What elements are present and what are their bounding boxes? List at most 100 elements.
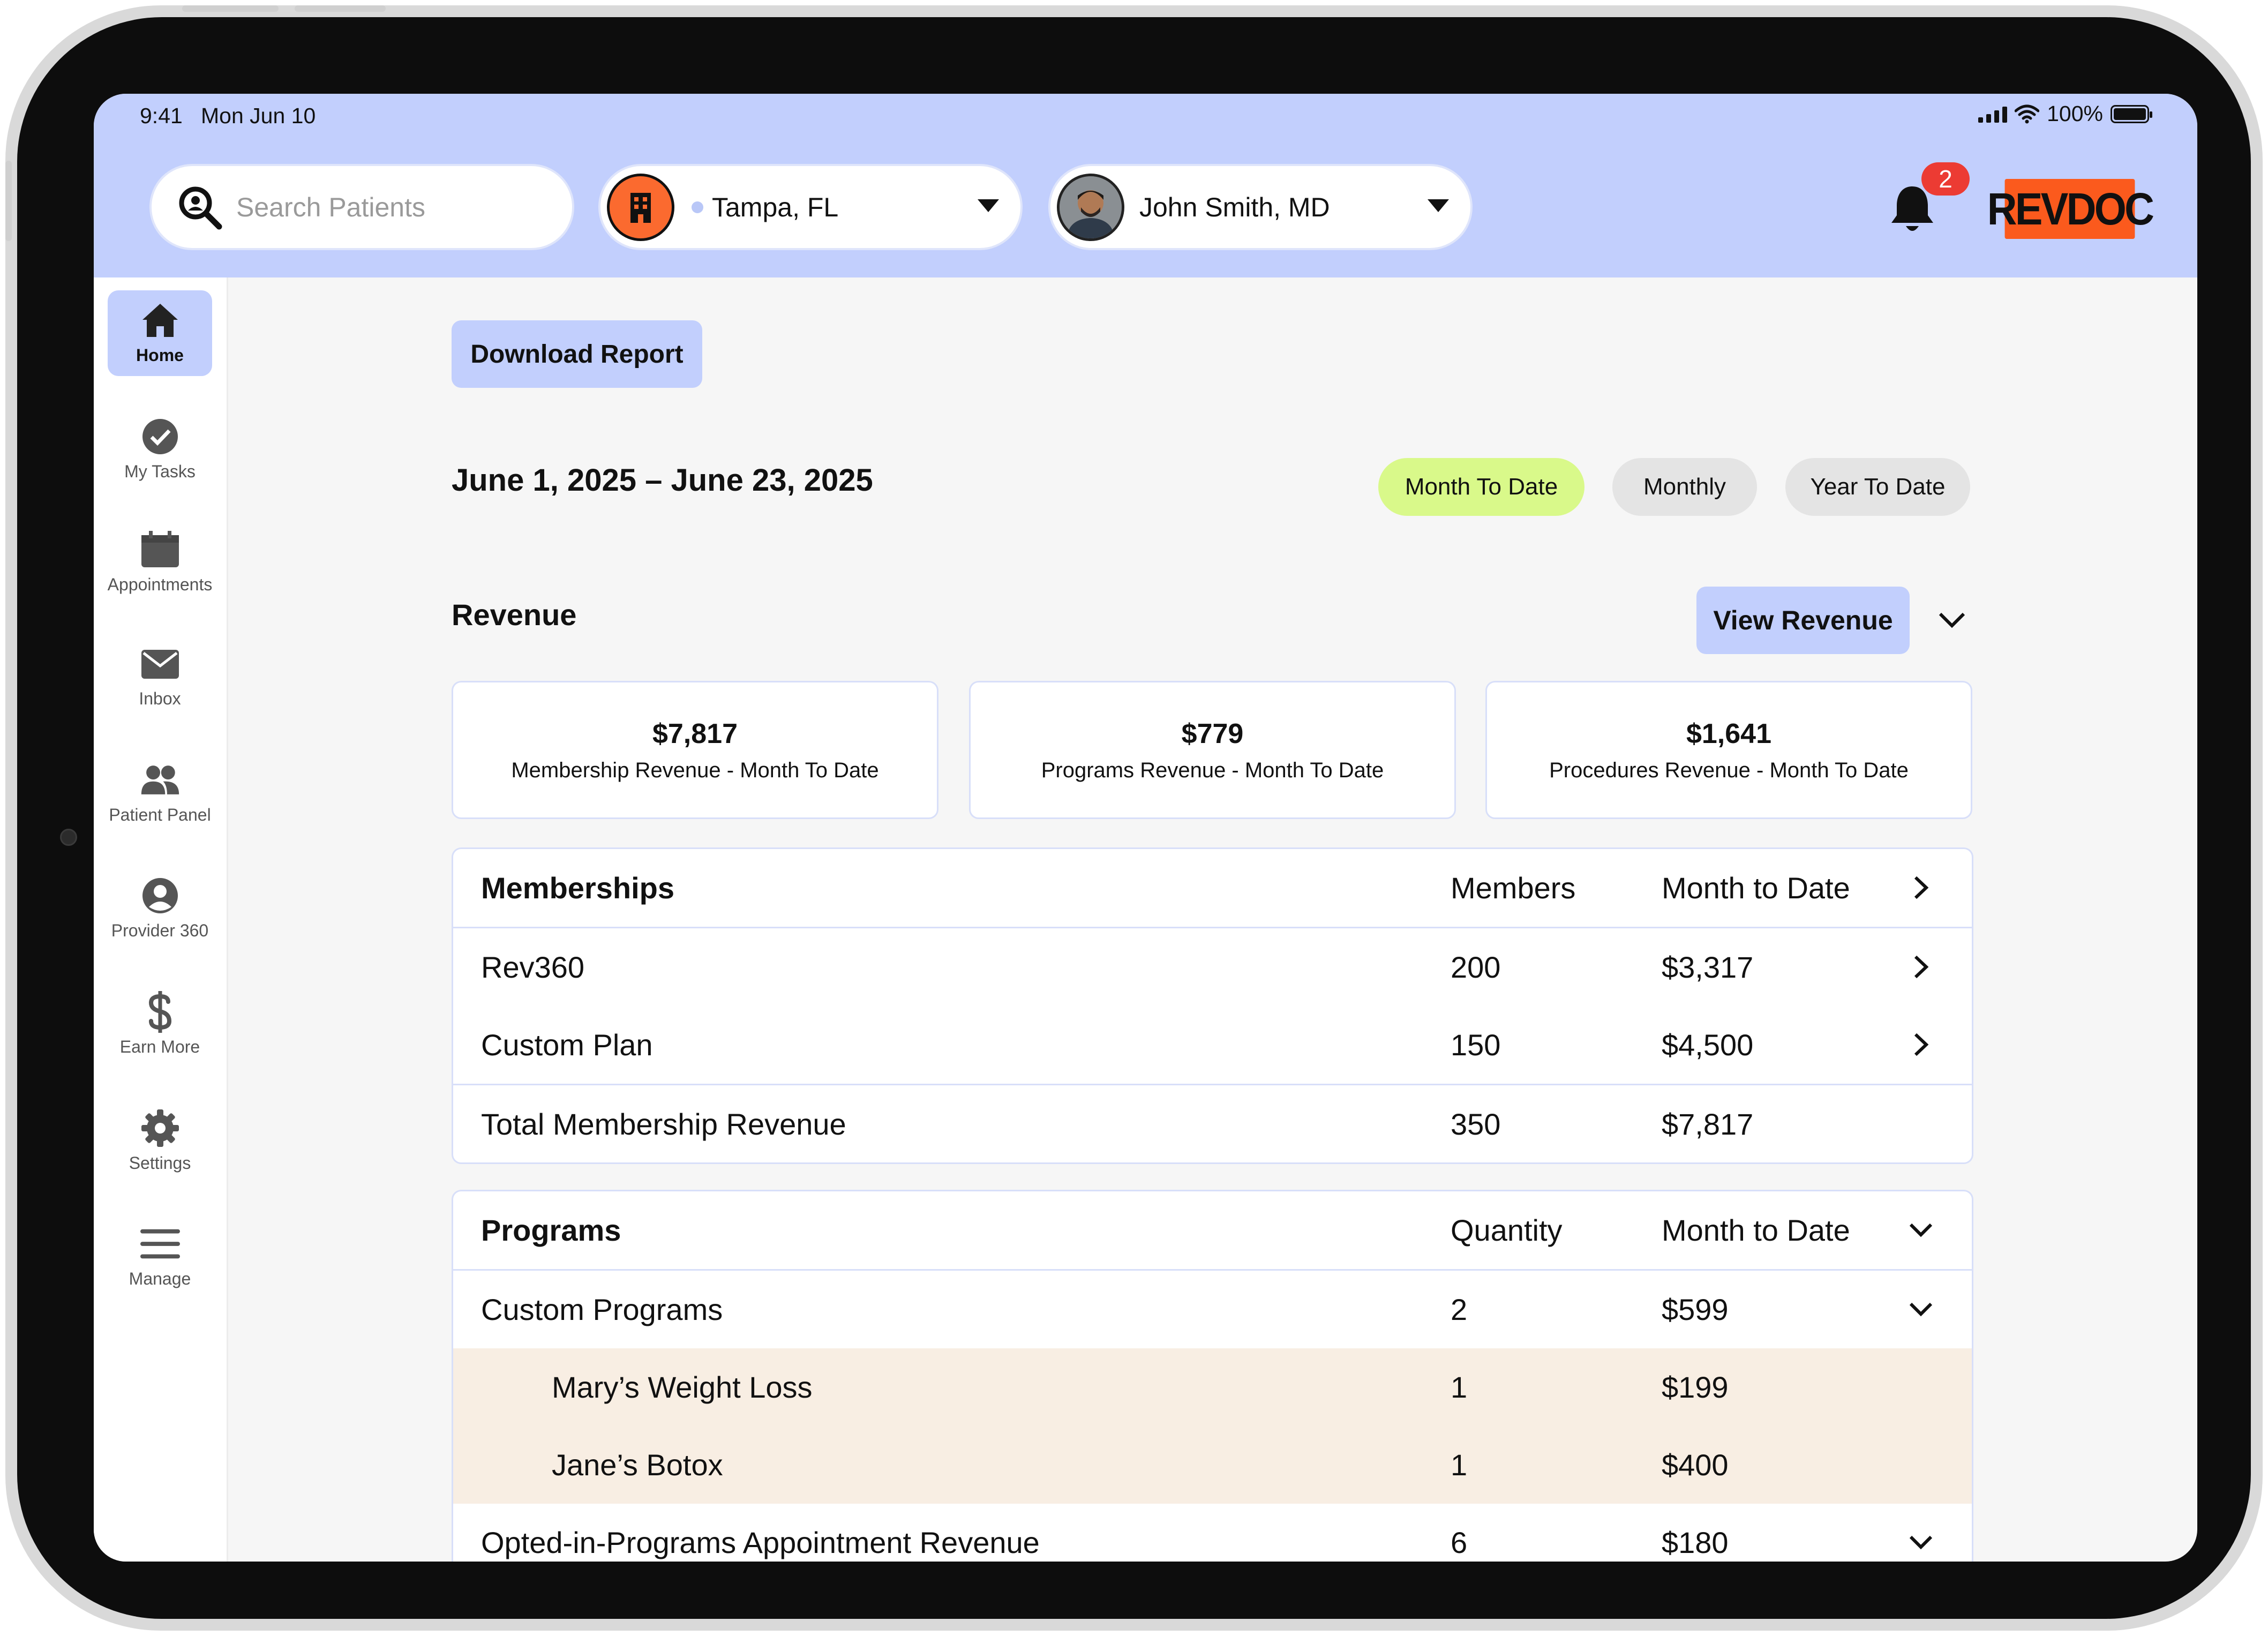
wifi-icon: [2015, 104, 2040, 123]
sidebar: Home My Tasks Appointments Inbox: [94, 277, 228, 1562]
row-amount: $400: [1662, 1448, 1729, 1482]
table-row[interactable]: Custom Programs 2 $599: [453, 1269, 1972, 1348]
chevron-down-icon: [1428, 199, 1449, 212]
hardware-button: [295, 5, 386, 12]
row-name: Opted-in-Programs Appointment Revenue: [481, 1526, 1040, 1559]
column-header: Members: [1451, 871, 1576, 905]
card-label: Membership Revenue - Month To Date: [511, 758, 879, 782]
menu-icon: [140, 1225, 180, 1263]
provider-name: John Smith, MD: [1139, 192, 1330, 222]
column-header: Month to Date: [1662, 1213, 1850, 1247]
sidebar-item-label: Provider 360: [111, 920, 209, 940]
download-report-button[interactable]: Download Report: [452, 320, 702, 388]
column-header: Memberships: [481, 871, 674, 905]
total-row: Total Membership Revenue 350 $7,817: [453, 1084, 1972, 1162]
chevron-right-icon[interactable]: [1905, 1029, 1937, 1061]
main-content: Download Report June 1, 2025 – June 23, …: [227, 277, 2197, 1562]
provider-selector[interactable]: John Smith, MD: [1050, 166, 1470, 248]
row-count: 150: [1451, 1028, 1501, 1062]
section-title: Revenue: [452, 598, 577, 632]
date-range: June 1, 2025 – June 23, 2025: [452, 463, 873, 498]
row-name: Custom Programs: [481, 1293, 723, 1326]
sidebar-item-provider-360[interactable]: Provider 360: [108, 866, 212, 951]
procedures-revenue-card: $1,641 Procedures Revenue - Month To Dat…: [1485, 681, 1972, 819]
filter-year-to-date[interactable]: Year To Date: [1785, 458, 1970, 516]
status-time: 9:41: [140, 103, 183, 128]
home-icon: [140, 302, 180, 339]
status-indicators: 100%: [1978, 101, 2152, 126]
mail-icon: [140, 645, 180, 682]
table-subrow: Jane’s Botox 1 $400: [453, 1426, 1972, 1504]
sidebar-item-earn-more[interactable]: Earn More: [108, 982, 212, 1068]
card-value: $1,641: [1686, 718, 1772, 749]
row-count: 1: [1451, 1448, 1468, 1482]
users-icon: [140, 761, 180, 799]
sidebar-item-manage[interactable]: Manage: [108, 1214, 212, 1300]
row-count: 350: [1451, 1107, 1501, 1141]
row-amount: $199: [1662, 1370, 1729, 1404]
table-header: Programs Quantity Month to Date: [453, 1191, 1972, 1269]
bell-icon: [1891, 186, 1933, 231]
chevron-down-icon[interactable]: [1937, 610, 1967, 631]
programs-revenue-card: $779 Programs Revenue - Month To Date: [969, 681, 1456, 819]
sidebar-item-label: Settings: [129, 1153, 191, 1173]
view-revenue-button[interactable]: View Revenue: [1696, 587, 1910, 654]
card-label: Procedures Revenue - Month To Date: [1549, 758, 1909, 782]
chevron-down-icon[interactable]: [1905, 1214, 1937, 1246]
check-circle-icon: [140, 418, 180, 455]
sidebar-item-my-tasks[interactable]: My Tasks: [108, 407, 212, 492]
sidebar-item-label: Earn More: [119, 1037, 200, 1056]
chevron-right-icon[interactable]: [1905, 951, 1937, 983]
column-header: Month to Date: [1662, 871, 1850, 905]
row-count: 2: [1451, 1293, 1468, 1326]
sidebar-item-label: Manage: [129, 1269, 191, 1288]
location-dot: [692, 201, 703, 213]
building-icon: [607, 173, 674, 241]
column-header: Programs: [481, 1213, 621, 1247]
notification-bell[interactable]: [1888, 182, 1936, 236]
column-header: Quantity: [1451, 1213, 1563, 1247]
row-name: Total Membership Revenue: [481, 1107, 846, 1141]
chevron-down-icon[interactable]: [1905, 1526, 1937, 1558]
battery-icon: [2111, 104, 2152, 123]
sidebar-item-appointments[interactable]: Appointments: [108, 520, 212, 605]
sidebar-item-patient-panel[interactable]: Patient Panel: [108, 750, 212, 836]
camera: [60, 829, 77, 846]
table-row[interactable]: Rev360 200 $3,317: [453, 927, 1972, 1006]
sidebar-item-settings[interactable]: Settings: [108, 1098, 212, 1184]
table-header: Memberships Members Month to Date: [453, 849, 1972, 927]
screen: 9:41 Mon Jun 10 100%: [94, 94, 2197, 1562]
sidebar-item-label: Patient Panel: [109, 805, 211, 824]
sidebar-item-inbox[interactable]: Inbox: [108, 634, 212, 719]
programs-table: Programs Quantity Month to Date Custom P…: [452, 1190, 1973, 1562]
sidebar-item-label: Home: [136, 345, 184, 365]
search-bar[interactable]: [152, 166, 572, 248]
sidebar-item-label: My Tasks: [124, 461, 196, 481]
table-row[interactable]: Custom Plan 150 $4,500: [453, 1006, 1972, 1084]
status-bar: 9:41 Mon Jun 10 100%: [94, 94, 2197, 137]
tablet-frame: 9:41 Mon Jun 10 100%: [5, 5, 2263, 1631]
gear-icon: [140, 1109, 180, 1147]
location-selector[interactable]: Tampa, FL: [600, 166, 1020, 248]
row-count: 6: [1451, 1526, 1468, 1559]
dollar-icon: [140, 990, 180, 1033]
table-row[interactable]: Opted-in-Programs Appointment Revenue 6 …: [453, 1504, 1972, 1562]
row-amount: $180: [1662, 1526, 1729, 1559]
battery-percent: 100%: [2047, 101, 2103, 126]
search-input[interactable]: [235, 191, 537, 223]
chevron-right-icon[interactable]: [1905, 872, 1937, 904]
row-count: 1: [1451, 1370, 1468, 1404]
chevron-down-icon[interactable]: [1905, 1293, 1937, 1325]
membership-revenue-card: $7,817 Membership Revenue - Month To Dat…: [452, 681, 938, 819]
row-name: Rev360: [481, 950, 585, 984]
search-icon: [179, 186, 222, 229]
filter-monthly[interactable]: Monthly: [1612, 458, 1757, 516]
status-date: Mon Jun 10: [201, 103, 316, 128]
card-value: $7,817: [652, 718, 738, 749]
sidebar-item-home[interactable]: Home: [108, 290, 212, 376]
row-amount: $599: [1662, 1293, 1729, 1326]
hardware-button: [5, 161, 12, 241]
sidebar-item-label: Inbox: [139, 688, 181, 708]
filter-month-to-date[interactable]: Month To Date: [1378, 458, 1584, 516]
calendar-icon: [140, 530, 180, 568]
